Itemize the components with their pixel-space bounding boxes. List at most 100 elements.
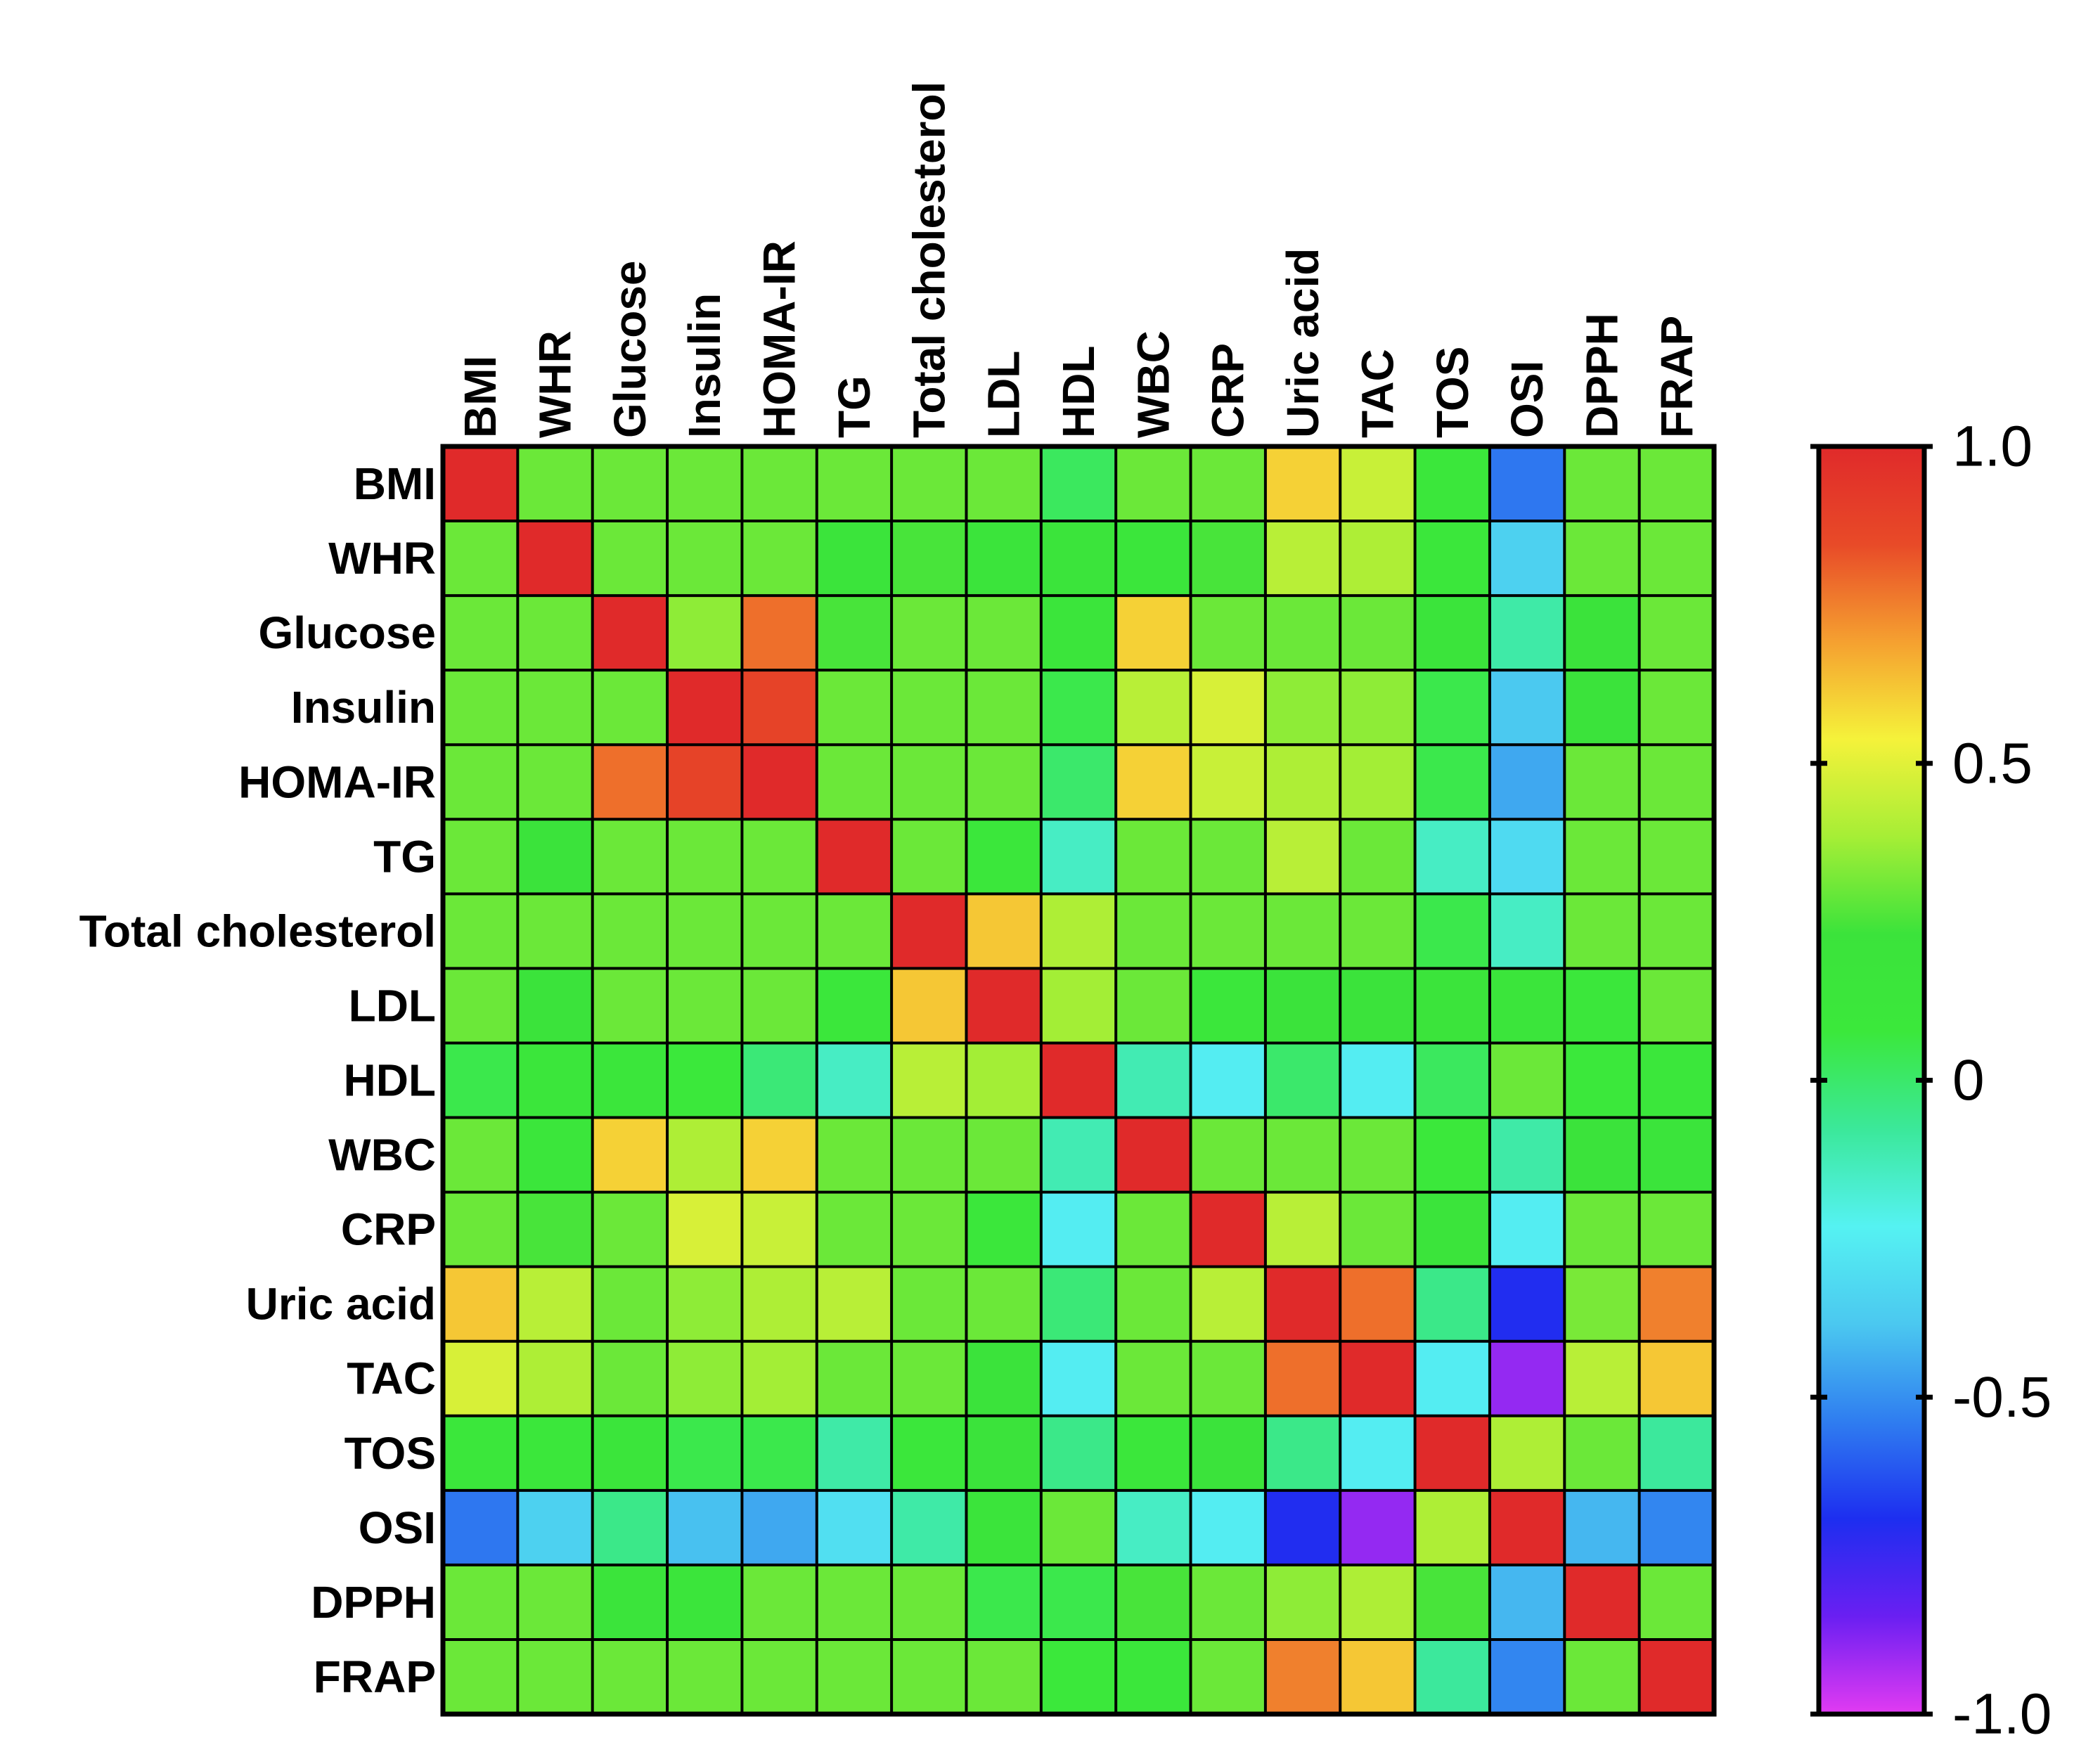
column-label: WBC	[1128, 330, 1178, 438]
heatmap-cell	[742, 670, 818, 745]
heatmap-cell	[1340, 1564, 1416, 1640]
heatmap-cell	[1415, 1415, 1490, 1491]
heatmap-cell	[1340, 819, 1416, 894]
heatmap-cell	[1489, 1266, 1565, 1342]
heatmap-cell	[1340, 1490, 1416, 1566]
heatmap-cell	[1265, 1192, 1341, 1268]
heatmap-cell	[1116, 1639, 1192, 1715]
heatmap-cell	[891, 819, 967, 894]
heatmap-cell	[966, 670, 1042, 745]
heatmap-cell	[443, 1415, 518, 1491]
heatmap-cell	[667, 1341, 742, 1417]
heatmap-cell	[1265, 1639, 1341, 1715]
heatmap-cell	[1340, 670, 1416, 745]
heatmap-cell	[891, 1564, 967, 1640]
heatmap-cell	[667, 745, 742, 820]
row-label: CRP	[341, 1204, 436, 1255]
heatmap-cell	[592, 670, 668, 745]
heatmap-cell	[1639, 745, 1715, 820]
heatmap-cell	[1489, 894, 1565, 969]
heatmap-cell	[891, 1490, 967, 1566]
heatmap-cell	[1639, 894, 1715, 969]
heatmap-cell	[667, 1415, 742, 1491]
heatmap-cell	[1489, 1490, 1565, 1566]
column-labels: BMI WHR Glucose Insulin HOMA-IR TG Total chole…	[455, 82, 1702, 438]
heatmap-cell	[966, 968, 1042, 1043]
heatmap-cell	[592, 819, 668, 894]
column-label: OSI	[1502, 361, 1552, 438]
heatmap-cell	[443, 1490, 518, 1566]
heatmap-cell	[1116, 894, 1192, 969]
heatmap-cell	[1489, 819, 1565, 894]
heatmap-cell	[1116, 745, 1192, 820]
heatmap-cell	[517, 1639, 593, 1715]
heatmap-cell	[1190, 1639, 1266, 1715]
heatmap-cell	[1116, 1043, 1192, 1119]
heatmap-cell	[1190, 1490, 1266, 1566]
row-label: WHR	[328, 533, 436, 584]
heatmap-cell	[1190, 1043, 1266, 1119]
heatmap-cell	[1116, 1490, 1192, 1566]
heatmap-cell	[517, 1415, 593, 1491]
heatmap-cell	[1190, 1415, 1266, 1491]
heatmap-cell	[816, 1415, 892, 1491]
heatmap-frame	[440, 444, 1717, 1717]
heatmap-cell	[1564, 1043, 1640, 1119]
heatmap-cell	[1639, 1341, 1715, 1417]
heatmap-cell	[592, 1192, 668, 1268]
heatmap-cell	[1415, 1043, 1490, 1119]
heatmap-cell	[1564, 1639, 1640, 1715]
heatmap-cell	[1265, 745, 1341, 820]
heatmap-cell	[1265, 670, 1341, 745]
heatmap-cell	[517, 1117, 593, 1193]
heatmap-cell	[966, 1341, 1042, 1417]
heatmap-cell	[1415, 521, 1490, 596]
heatmap-cell	[891, 1117, 967, 1193]
heatmap-cell	[816, 1639, 892, 1715]
heatmap-cell	[1639, 1490, 1715, 1566]
column-label: TOS	[1427, 347, 1478, 438]
colorbar-tick-label: 0	[1952, 1048, 1985, 1112]
colorbar-gradient	[1819, 446, 1924, 1714]
heatmap-cell	[667, 1564, 742, 1640]
heatmap-cell	[517, 894, 593, 969]
heatmap-cell	[1489, 670, 1565, 745]
colorbar-ticks: 1.0 0.5 0 -0.5 -1.0	[1810, 415, 2052, 1746]
heatmap-cell	[816, 1564, 892, 1640]
heatmap-cell	[1415, 1192, 1490, 1268]
heatmap-cell	[1415, 968, 1490, 1043]
heatmap-cell	[1265, 1266, 1341, 1342]
heatmap-cell	[667, 670, 742, 745]
heatmap-cell	[966, 446, 1042, 522]
heatmap-cell	[1041, 894, 1116, 969]
heatmap-cell	[1415, 1639, 1490, 1715]
heatmap-cell	[517, 595, 593, 671]
heatmap-cell	[1564, 1564, 1640, 1640]
column-label: DPPH	[1576, 313, 1627, 438]
heatmap-cell	[1564, 1266, 1640, 1342]
heatmap-cell	[1564, 819, 1640, 894]
heatmap-cell	[443, 1117, 518, 1193]
heatmap-cell	[891, 1192, 967, 1268]
heatmap-cell	[1041, 1192, 1116, 1268]
row-label: Total cholesterol	[79, 906, 436, 956]
heatmap-cell	[1265, 1341, 1341, 1417]
colorbar-tick-label: -0.5	[1952, 1365, 2052, 1429]
heatmap-cell	[966, 894, 1042, 969]
heatmap-cell	[667, 521, 742, 596]
column-label: BMI	[455, 356, 505, 438]
heatmap-cell	[891, 1043, 967, 1119]
heatmap-cell	[1489, 1043, 1565, 1119]
heatmap-cell	[1564, 521, 1640, 596]
heatmap-cell	[517, 745, 593, 820]
heatmap-cell	[1265, 1490, 1341, 1566]
heatmap-cell	[1265, 1117, 1341, 1193]
heatmap-cell	[1116, 521, 1192, 596]
heatmap-cell	[1190, 595, 1266, 671]
heatmap-cell	[1564, 968, 1640, 1043]
heatmap-cell	[443, 1341, 518, 1417]
heatmap-cell	[891, 894, 967, 969]
heatmap-cell	[517, 1341, 593, 1417]
heatmap-cell	[443, 745, 518, 820]
heatmap-cell	[742, 1117, 818, 1193]
